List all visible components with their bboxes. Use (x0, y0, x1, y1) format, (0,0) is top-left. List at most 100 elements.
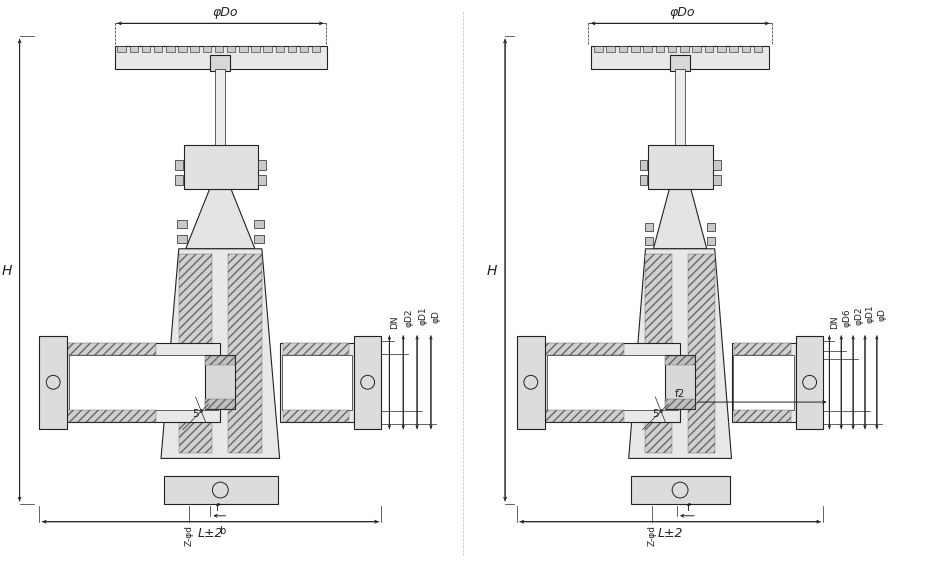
Bar (665, 355, 695, 365)
Bar (287, 46, 296, 52)
Bar (594, 46, 603, 52)
Bar (712, 160, 721, 170)
Text: f: f (215, 503, 219, 513)
Bar (177, 220, 186, 228)
Bar (239, 46, 247, 52)
Text: L±2: L±2 (197, 527, 223, 540)
Bar (215, 69, 226, 249)
Text: Z-φd: Z-φd (648, 525, 657, 546)
Bar (735, 410, 791, 422)
Bar (175, 175, 183, 184)
Bar (675, 69, 685, 249)
Bar (631, 476, 729, 504)
Bar (734, 354, 794, 410)
Text: 5°: 5° (652, 409, 665, 419)
Bar (643, 46, 651, 52)
Bar (283, 410, 349, 422)
Bar (639, 175, 648, 184)
Text: b: b (219, 525, 226, 536)
Bar (547, 354, 678, 410)
Bar (166, 46, 175, 52)
Bar (202, 46, 212, 52)
Bar (258, 160, 266, 170)
Bar (688, 254, 715, 454)
Bar (177, 235, 186, 243)
Bar (154, 46, 163, 52)
Bar (282, 354, 352, 410)
Bar (592, 46, 769, 69)
Text: 5°: 5° (193, 409, 204, 419)
Bar (670, 55, 690, 71)
Bar (796, 336, 824, 429)
Bar (707, 237, 715, 245)
Bar (312, 46, 320, 52)
Text: φD: φD (878, 308, 886, 321)
Bar (693, 46, 701, 52)
Bar (114, 46, 327, 69)
Bar (705, 46, 713, 52)
Text: f: f (687, 503, 691, 513)
Bar (707, 223, 715, 231)
Bar (263, 46, 271, 52)
Bar (545, 343, 680, 422)
Bar (130, 46, 139, 52)
Bar (164, 476, 278, 504)
Bar (275, 46, 284, 52)
Text: φD: φD (431, 310, 441, 323)
Bar (619, 46, 627, 52)
Bar (732, 343, 796, 422)
Text: DN: DN (830, 315, 840, 329)
Bar (665, 399, 695, 409)
Text: Z-φd: Z-φd (184, 525, 193, 546)
Bar (646, 223, 653, 231)
Text: φD6: φD6 (842, 308, 851, 327)
Bar (735, 343, 791, 354)
Bar (67, 343, 156, 354)
Bar (283, 343, 349, 354)
Bar (39, 336, 67, 429)
Bar (183, 145, 258, 190)
Text: H: H (1, 264, 11, 277)
Bar (354, 336, 382, 429)
Bar (254, 235, 264, 243)
Bar (251, 46, 259, 52)
Text: φD1: φD1 (418, 306, 427, 325)
Bar (717, 46, 725, 52)
Bar (646, 254, 672, 454)
Bar (118, 46, 126, 52)
Text: L±2: L±2 (657, 527, 683, 540)
Bar (280, 343, 354, 422)
Bar (69, 354, 218, 410)
Bar (175, 160, 183, 170)
Bar (67, 343, 220, 422)
Bar (712, 175, 721, 184)
Bar (228, 254, 262, 454)
Bar (607, 46, 615, 52)
Bar (517, 336, 545, 429)
Text: φD1: φD1 (866, 305, 875, 323)
Bar (254, 220, 264, 228)
Text: φDo: φDo (669, 6, 695, 20)
Polygon shape (653, 190, 707, 249)
Bar (206, 355, 235, 365)
Bar (211, 55, 230, 71)
Bar (631, 46, 639, 52)
Bar (300, 46, 308, 52)
Bar (649, 145, 712, 190)
Text: φD2: φD2 (404, 309, 413, 327)
Text: φD2: φD2 (855, 306, 863, 325)
Text: f2: f2 (675, 389, 685, 399)
Bar (206, 399, 235, 409)
Bar (258, 175, 266, 184)
Bar (67, 410, 156, 422)
Bar (178, 46, 187, 52)
Polygon shape (185, 190, 255, 249)
Bar (753, 46, 763, 52)
Bar (667, 46, 677, 52)
Polygon shape (629, 249, 732, 458)
Bar (741, 46, 750, 52)
Bar (680, 46, 689, 52)
Bar (190, 46, 199, 52)
Polygon shape (161, 249, 280, 458)
Text: DN: DN (390, 315, 400, 329)
